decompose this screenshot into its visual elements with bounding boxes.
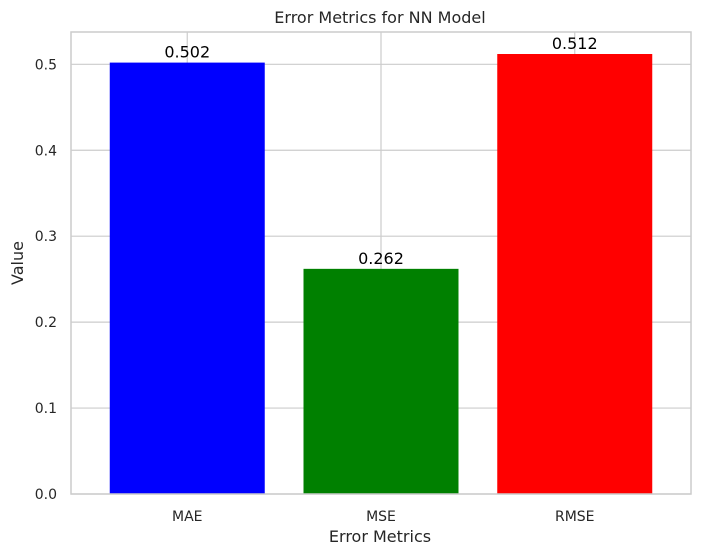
y-tick-label: 0.4: [35, 143, 57, 159]
value-label-mae: 0.502: [164, 43, 210, 62]
y-tick-label: 0.0: [35, 487, 57, 503]
bars-layer: [109, 54, 653, 494]
bar-mae: [109, 62, 265, 494]
y-axis-label: Value: [8, 241, 27, 285]
y-tick-label: 0.2: [35, 315, 57, 331]
bar-mse: [303, 268, 459, 494]
value-label-rmse: 0.512: [552, 34, 598, 53]
ticks-layer: 0.0 0.1 0.2 0.3 0.4 0.5 MAE MSE RMSE: [35, 57, 595, 525]
bar-rmse: [497, 54, 653, 494]
plot-frame: [70, 31, 692, 495]
y-tick-label: 0.5: [35, 57, 57, 73]
y-tick-label: 0.1: [35, 401, 57, 417]
chart-title: Error Metrics for NN Model: [274, 8, 485, 27]
x-tick-label-rmse: RMSE: [555, 509, 595, 525]
value-labels-layer: 0.502 0.262 0.512: [164, 34, 597, 268]
x-tick-label-mae: MAE: [172, 509, 203, 525]
x-axis-label: Error Metrics: [329, 527, 431, 546]
x-tick-label-mse: MSE: [366, 509, 396, 525]
y-tick-label: 0.3: [35, 229, 57, 245]
value-label-mse: 0.262: [358, 249, 404, 268]
